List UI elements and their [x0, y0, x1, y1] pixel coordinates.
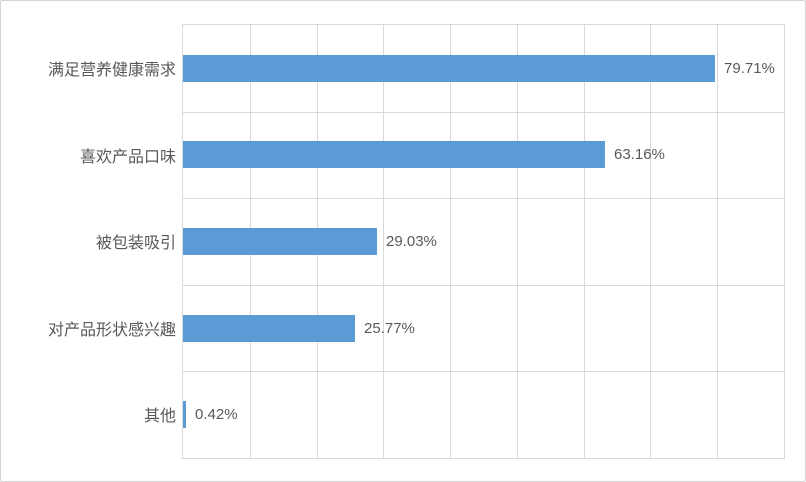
- vertical-gridline: [517, 25, 518, 458]
- category-label: 喜欢产品口味: [79, 148, 176, 166]
- category-label: 对产品形状感兴趣: [47, 321, 176, 339]
- horizontal-gridline: [183, 371, 784, 372]
- bar-对产品形状感兴趣: [183, 315, 355, 342]
- horizontal-gridline: [183, 285, 784, 286]
- horizontal-gridline: [183, 112, 784, 113]
- horizontal-gridline: [183, 198, 784, 199]
- category-label: 被包装吸引: [95, 234, 176, 252]
- data-label: 63.16%: [614, 146, 665, 163]
- data-label: 0.42%: [195, 406, 238, 423]
- vertical-gridline: [584, 25, 585, 458]
- bar-被包装吸引: [183, 228, 377, 255]
- category-label: 其他: [143, 407, 176, 425]
- data-label: 79.71%: [724, 60, 775, 77]
- vertical-gridline: [650, 25, 651, 458]
- plot-area: 79.71% 63.16% 29.03% 25.77% 0.42%: [182, 24, 785, 459]
- vertical-gridline: [450, 25, 451, 458]
- bar-其他: [183, 401, 186, 428]
- data-label: 25.77%: [364, 320, 415, 337]
- vertical-gridline: [383, 25, 384, 458]
- data-label: 29.03%: [386, 233, 437, 250]
- category-label: 满足营养健康需求: [47, 61, 176, 79]
- vertical-gridline: [717, 25, 718, 458]
- bar-满足营养健康需求: [183, 55, 715, 82]
- bar-喜欢产品口味: [183, 141, 605, 168]
